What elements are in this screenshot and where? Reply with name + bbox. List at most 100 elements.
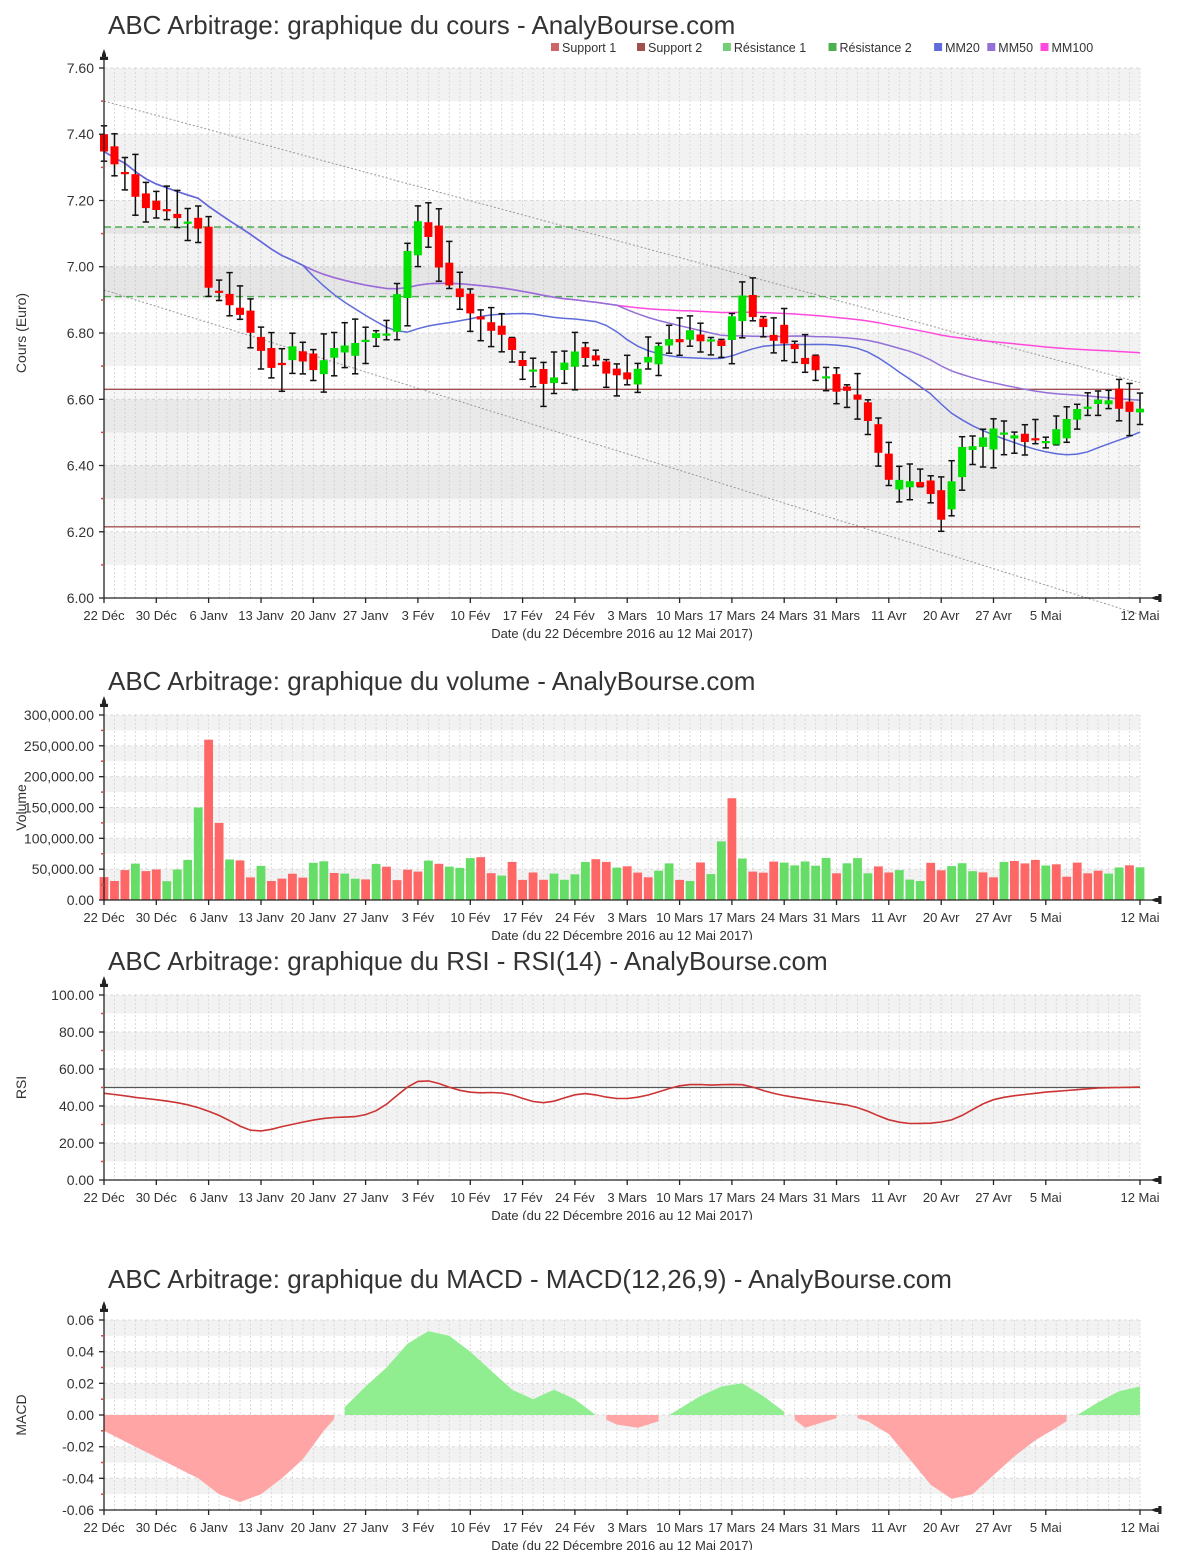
svg-text:7.00: 7.00 [67,259,94,275]
svg-text:3 Mars: 3 Mars [607,910,647,925]
svg-text:20 Avr: 20 Avr [923,910,960,925]
svg-text:0.02: 0.02 [67,1375,94,1391]
svg-text:ABC Arbitrage: graphique du MA: ABC Arbitrage: graphique du MACD - MACD(… [108,1264,952,1294]
svg-text:24 Mars: 24 Mars [761,1520,808,1535]
svg-text:7.60: 7.60 [67,60,94,76]
svg-text:3 Fév: 3 Fév [402,1520,435,1535]
svg-text:6.60: 6.60 [67,391,94,407]
svg-text:200,000.00: 200,000.00 [24,769,94,785]
svg-text:27 Janv: 27 Janv [343,1520,389,1535]
svg-text:6.40: 6.40 [67,458,94,474]
svg-text:6 Janv: 6 Janv [189,1190,228,1205]
svg-text:5 Mai: 5 Mai [1030,608,1062,623]
svg-text:27 Avr: 27 Avr [975,608,1012,623]
svg-text:Date (du 22 Décembre 2016 au 1: Date (du 22 Décembre 2016 au 12 Mai 2017… [491,626,753,641]
svg-text:0.00: 0.00 [67,1172,94,1188]
svg-text:31 Mars: 31 Mars [813,1190,860,1205]
svg-text:10 Fév: 10 Fév [450,910,490,925]
svg-text:20 Avr: 20 Avr [923,1190,960,1205]
svg-text:24 Fév: 24 Fév [555,1190,595,1205]
svg-text:24 Fév: 24 Fév [555,910,595,925]
svg-text:3 Fév: 3 Fév [402,910,435,925]
svg-text:5 Mai: 5 Mai [1030,1520,1062,1535]
svg-text:31 Mars: 31 Mars [813,910,860,925]
svg-text:27 Janv: 27 Janv [343,608,389,623]
svg-text:-0.06: -0.06 [62,1502,94,1518]
svg-text:20 Janv: 20 Janv [291,608,337,623]
svg-text:17 Mars: 17 Mars [708,910,755,925]
svg-text:Cours (Euro): Cours (Euro) [13,293,29,373]
svg-text:300,000.00: 300,000.00 [24,707,94,723]
svg-text:24 Mars: 24 Mars [761,608,808,623]
svg-text:31 Mars: 31 Mars [813,608,860,623]
svg-text:31 Mars: 31 Mars [813,1520,860,1535]
svg-text:MM50: MM50 [998,41,1033,55]
svg-text:20 Avr: 20 Avr [923,608,960,623]
svg-text:3 Mars: 3 Mars [607,608,647,623]
svg-text:10 Mars: 10 Mars [656,910,703,925]
svg-text:22 Déc: 22 Déc [83,910,125,925]
svg-text:10 Fév: 10 Fév [450,608,490,623]
svg-text:5 Mai: 5 Mai [1030,1190,1062,1205]
svg-text:0.04: 0.04 [67,1344,94,1360]
svg-text:17 Fév: 17 Fév [503,1520,543,1535]
svg-text:12 Mai: 12 Mai [1120,1520,1159,1535]
svg-text:10 Mars: 10 Mars [656,1190,703,1205]
svg-text:5 Mai: 5 Mai [1030,910,1062,925]
svg-text:3 Mars: 3 Mars [607,1520,647,1535]
svg-text:13 Janv: 13 Janv [238,1520,284,1535]
svg-text:60.00: 60.00 [59,1061,94,1077]
svg-text:12 Mai: 12 Mai [1120,910,1159,925]
svg-text:20 Janv: 20 Janv [291,1520,337,1535]
svg-text:MM20: MM20 [945,41,980,55]
svg-text:30 Déc: 30 Déc [136,608,178,623]
svg-text:ABC Arbitrage: graphique du RS: ABC Arbitrage: graphique du RSI - RSI(14… [108,946,828,976]
svg-text:Volume: Volume [13,784,29,831]
svg-text:6.80: 6.80 [67,325,94,341]
svg-text:7.20: 7.20 [67,193,94,209]
svg-text:10 Mars: 10 Mars [656,608,703,623]
svg-text:27 Janv: 27 Janv [343,910,389,925]
svg-text:0.00: 0.00 [67,892,94,908]
svg-text:27 Avr: 27 Avr [975,1190,1012,1205]
svg-text:Date (du 22 Décembre 2016 au 1: Date (du 22 Décembre 2016 au 12 Mai 2017… [491,928,753,940]
svg-text:Résistance 1: Résistance 1 [734,41,806,55]
svg-text:24 Mars: 24 Mars [761,1190,808,1205]
svg-text:6.20: 6.20 [67,524,94,540]
svg-text:40.00: 40.00 [59,1098,94,1114]
svg-text:Support 2: Support 2 [648,41,702,55]
svg-text:24 Fév: 24 Fév [555,608,595,623]
svg-text:7.40: 7.40 [67,126,94,142]
svg-text:20 Janv: 20 Janv [291,910,337,925]
svg-text:17 Mars: 17 Mars [708,608,755,623]
svg-text:11 Avr: 11 Avr [871,608,907,623]
svg-text:3 Fév: 3 Fév [402,608,435,623]
svg-text:24 Fév: 24 Fév [555,1520,595,1535]
svg-text:30 Déc: 30 Déc [136,910,178,925]
svg-text:13 Janv: 13 Janv [238,1190,284,1205]
svg-text:6 Janv: 6 Janv [189,608,228,623]
svg-text:100.00: 100.00 [51,987,94,1003]
svg-text:13 Janv: 13 Janv [238,910,284,925]
svg-text:12 Mai: 12 Mai [1120,1190,1159,1205]
svg-text:17 Mars: 17 Mars [708,1190,755,1205]
svg-text:11 Avr: 11 Avr [871,1190,907,1205]
svg-text:27 Avr: 27 Avr [975,910,1012,925]
svg-text:30 Déc: 30 Déc [136,1520,178,1535]
svg-text:11 Avr: 11 Avr [871,1520,907,1535]
svg-text:-0.02: -0.02 [62,1439,94,1455]
svg-text:10 Fév: 10 Fév [450,1190,490,1205]
svg-text:22 Déc: 22 Déc [83,1520,125,1535]
svg-text:27 Avr: 27 Avr [975,1520,1012,1535]
svg-text:-0.04: -0.04 [62,1470,94,1486]
svg-text:17 Fév: 17 Fév [503,910,543,925]
svg-text:17 Fév: 17 Fév [503,608,543,623]
svg-text:6 Janv: 6 Janv [189,1520,228,1535]
svg-text:20 Janv: 20 Janv [291,1190,337,1205]
svg-text:Résistance 2: Résistance 2 [840,41,912,55]
svg-text:ABC Arbitrage: graphique du co: ABC Arbitrage: graphique du cours - Anal… [108,10,735,40]
svg-text:50,000.00: 50,000.00 [32,861,94,877]
svg-text:80.00: 80.00 [59,1024,94,1040]
svg-text:150,000.00: 150,000.00 [24,800,94,816]
svg-text:0.00: 0.00 [67,1407,94,1423]
